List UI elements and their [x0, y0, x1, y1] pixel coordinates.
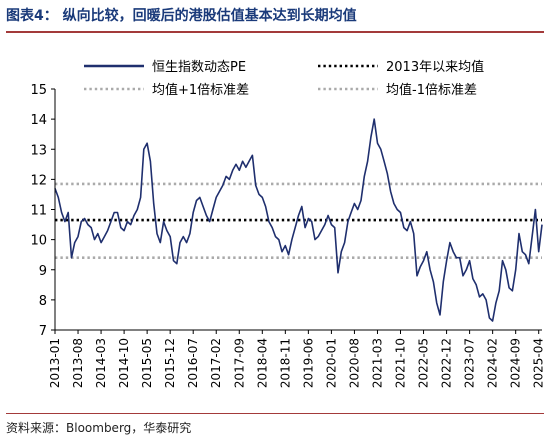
y-tick-label: 12 [30, 173, 47, 188]
legend-label: 恒生指数动态PE [152, 60, 246, 75]
x-tick-label: 2015-05 [140, 338, 154, 388]
x-tick-label: 2023-07 [463, 338, 477, 388]
x-tick-label: 2017-09 [232, 338, 246, 388]
legend-label: 2013年以来均值 [386, 59, 484, 75]
x-tick-label: 2018-11 [278, 338, 292, 388]
x-tick-label: 2018-04 [255, 338, 269, 388]
x-tick-label: 2013-08 [71, 338, 85, 388]
y-tick-label: 8 [39, 294, 47, 309]
x-tick-label: 2020-08 [347, 338, 361, 388]
y-tick-label: 15 [30, 83, 47, 98]
legend-mean: 2013年以来均值 [318, 59, 484, 75]
y-tick-label: 7 [39, 324, 47, 339]
legend-hsi-pe: 恒生指数动态PE [84, 60, 246, 75]
x-tick-label: 2021-03 [370, 338, 384, 388]
x-tick-label: 2022-05 [417, 338, 431, 388]
y-tick-label: 11 [30, 204, 47, 219]
x-tick-label: 2017-02 [209, 338, 223, 388]
series-line-hsi-pe [54, 118, 543, 322]
x-tick-label: 2024-09 [509, 338, 523, 388]
x-tick-label: 2025-04 [532, 338, 546, 388]
x-tick-label: 2022-12 [440, 338, 454, 388]
y-tick-label: 13 [30, 143, 47, 158]
y-tick-label: 14 [30, 113, 47, 128]
x-tick-label: 2013-01 [48, 338, 62, 388]
x-tick-label: 2019-06 [301, 338, 315, 388]
source-note: 资料来源：Bloomberg，华泰研究 [6, 421, 192, 435]
x-tick-label: 2016-07 [186, 338, 200, 388]
legend-label: 均值-1倍标准差 [386, 82, 477, 98]
legend-label: 均值+1倍标准差 [152, 82, 249, 98]
x-axis: 2013-01 2013-08 2014-03 2014-10 2015-05 2015-… [48, 329, 546, 388]
x-tick-label: 2020-01 [324, 338, 338, 388]
title-divider [6, 31, 544, 33]
y-tick-label: 10 [30, 234, 47, 249]
x-tick-label: 2014-03 [94, 338, 108, 388]
reference-lines [55, 182, 542, 260]
legend-minus-1sd: 均值-1倍标准差 [318, 82, 477, 98]
legend-plus-1sd: 均值+1倍标准差 [84, 82, 249, 98]
x-tick-label: 2014-10 [117, 338, 131, 388]
x-tick-label: 2015-12 [163, 338, 177, 388]
y-tick-label: 9 [39, 264, 47, 279]
source-divider [6, 413, 544, 414]
x-tick-label: 2021-10 [394, 338, 408, 388]
y-axis: 7 8 9 10 11 12 13 14 15 [30, 83, 56, 339]
figure-title: 图表4： 纵向比较，回暖后的港股估值基本达到长期均值 [6, 8, 357, 24]
x-tick-label: 2024-02 [486, 338, 500, 388]
